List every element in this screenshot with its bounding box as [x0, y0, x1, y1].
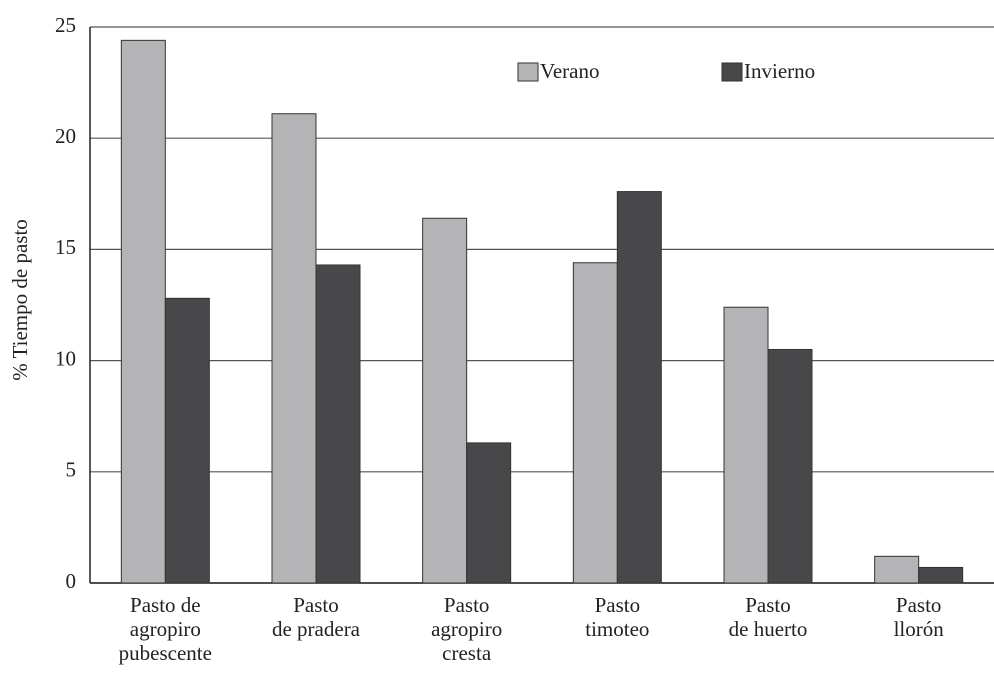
- bar: [767, 348, 813, 584]
- x-tick-label: Pasto llorón: [894, 593, 945, 641]
- bar: [164, 297, 210, 584]
- y-axis-label: % Tiempo de pasto: [8, 219, 32, 381]
- y-tick-label: 5: [66, 458, 77, 482]
- x-tick-label: Pasto de huerto: [729, 593, 808, 641]
- x-tick-label: Pasto de pradera: [272, 593, 361, 641]
- y-tick-label: 15: [55, 235, 76, 259]
- bar: [315, 264, 361, 584]
- bar: [271, 113, 317, 584]
- bar: [723, 306, 769, 584]
- x-tick-label: Pasto de agropiro pubescente: [119, 593, 212, 665]
- bar: [466, 442, 512, 584]
- bar: [422, 217, 468, 584]
- bar: [120, 39, 166, 584]
- legend-label: Verano: [540, 59, 599, 83]
- y-tick-label: 0: [66, 569, 77, 593]
- x-tick-label: Pasto timoteo: [585, 593, 649, 641]
- legend-label: Invierno: [744, 59, 815, 83]
- y-tick-label: 10: [55, 346, 76, 370]
- y-tick-label: 25: [55, 13, 76, 37]
- legend-swatch: [517, 62, 539, 82]
- x-tick-label: Pasto agropiro cresta: [431, 593, 502, 665]
- legend-swatch: [721, 62, 743, 82]
- bar: [572, 262, 618, 584]
- bar: [918, 566, 964, 584]
- bar: [616, 191, 662, 584]
- y-tick-label: 20: [55, 124, 76, 148]
- bar: [874, 555, 920, 584]
